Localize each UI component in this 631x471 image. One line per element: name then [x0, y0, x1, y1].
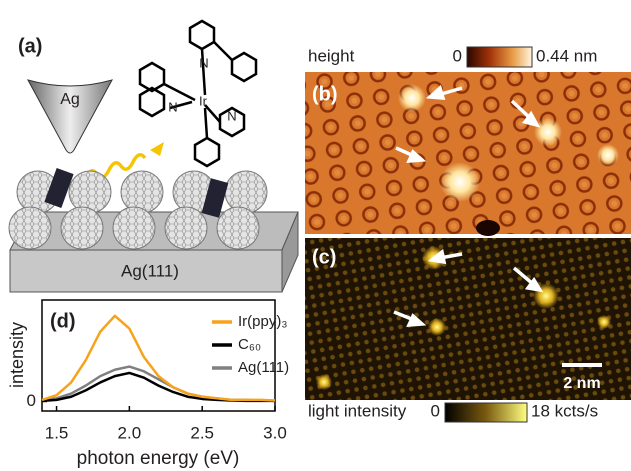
photon-arrow [150, 142, 164, 156]
x-tick-label: 2.5 [190, 423, 214, 442]
colorbar-max: 18 kcts/s [531, 401, 598, 420]
colorbar [467, 47, 532, 67]
spectrum-chart: (d) intensity photon energy (eV) 1.5 2.0 2… [7, 300, 289, 469]
legend-label: C₆₀ [238, 336, 261, 353]
colorbar-min: 0 [453, 46, 462, 65]
colorbar-title: light intensity [308, 401, 407, 420]
atom-label: N [199, 55, 208, 70]
legend-label: Ag(111) [238, 359, 289, 376]
atom-label: N [227, 108, 236, 123]
colorbar-min: 0 [431, 401, 440, 420]
panel-label: (a) [18, 35, 42, 57]
x-tick-label: 2.0 [118, 423, 142, 442]
x-axis-label: photon energy (eV) [77, 448, 240, 469]
panel-label: (c) [312, 246, 336, 268]
colorbar [445, 403, 527, 422]
legend-label: Ir(ppy)₃ [238, 313, 287, 330]
x-tick-label: 1.5 [45, 423, 69, 442]
x-tick-label: 3.0 [263, 423, 287, 442]
bright-spot [440, 162, 480, 202]
panel-label: (d) [50, 310, 76, 332]
bright-spot [597, 144, 619, 166]
colorbar-max: 0.44 nm [536, 46, 597, 65]
light-spot [316, 374, 332, 390]
molecule [140, 21, 256, 166]
stm-height-image [305, 72, 631, 234]
bright-spot [398, 84, 426, 112]
y-tick-label: 0 [27, 391, 36, 410]
fullerenes [9, 171, 267, 249]
substrate-label: Ag(111) [121, 261, 179, 280]
figure: (a) Ag N N Ir N Ag(111) height 0 0.44 nm… [0, 0, 631, 471]
tip-label: Ag [60, 91, 80, 108]
bright-spot [534, 118, 562, 146]
light-spot [428, 318, 446, 336]
panel-label: (b) [312, 83, 338, 105]
atom-label: Ir [199, 93, 208, 108]
y-axis-label: intensity [7, 322, 27, 388]
dark-spot [476, 220, 500, 236]
colorbar-title: height [308, 46, 355, 65]
light-spot [597, 315, 611, 329]
scale-bar-label: 2 nm [563, 375, 600, 392]
atom-label: N [168, 99, 177, 114]
